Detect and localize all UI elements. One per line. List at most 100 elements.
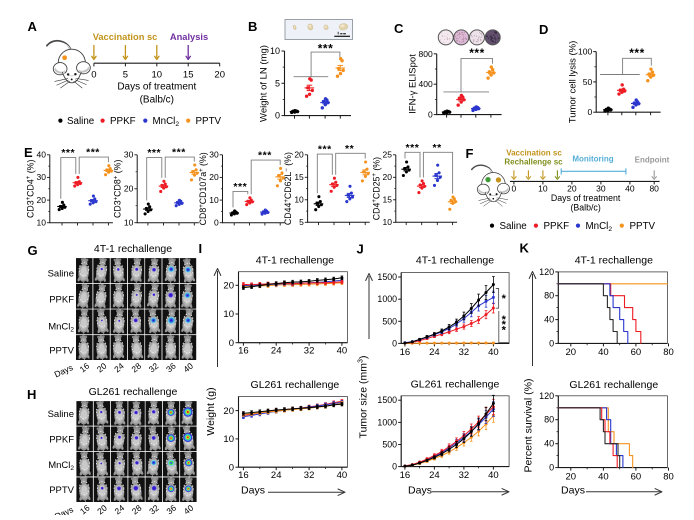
- svg-text:40: 40: [37, 150, 47, 160]
- svg-text:10: 10: [124, 218, 134, 228]
- svg-text:5: 5: [275, 78, 280, 88]
- svg-text:Days: Days: [408, 485, 432, 497]
- svg-text:*: *: [502, 319, 507, 331]
- svg-text:15: 15: [383, 195, 393, 205]
- svg-text:***: ***: [406, 142, 420, 154]
- svg-text:4T-1 rechallenge: 4T-1 rechallenge: [256, 255, 334, 267]
- svg-text:I: I: [199, 241, 203, 256]
- svg-text:***: ***: [469, 46, 485, 60]
- svg-text:A: A: [28, 19, 38, 34]
- svg-text:20: 20: [294, 150, 304, 160]
- svg-text:0: 0: [428, 110, 433, 120]
- svg-text:Tumor cell lysis (%): Tumor cell lysis (%): [568, 41, 579, 124]
- svg-text:15: 15: [183, 70, 194, 81]
- svg-text:PPTV: PPTV: [196, 116, 222, 127]
- svg-text:Days of treatment: Days of treatment: [117, 82, 196, 93]
- svg-text:F: F: [466, 146, 474, 161]
- svg-text:5: 5: [123, 70, 128, 81]
- svg-text:25: 25: [383, 150, 393, 160]
- svg-text:***: ***: [86, 147, 100, 159]
- svg-text:G: G: [28, 243, 38, 258]
- svg-text:24: 24: [271, 470, 282, 481]
- svg-text:120: 120: [539, 267, 554, 277]
- svg-text:***: ***: [318, 42, 334, 56]
- svg-text:20: 20: [383, 172, 393, 182]
- svg-text:20: 20: [124, 184, 134, 194]
- svg-text:10: 10: [152, 70, 163, 81]
- svg-text:10: 10: [270, 46, 280, 56]
- svg-text:J: J: [357, 242, 364, 257]
- svg-text:32: 32: [304, 470, 315, 481]
- svg-text:120: 120: [539, 391, 554, 401]
- svg-text:***: ***: [258, 150, 272, 162]
- svg-text:Analysis: Analysis: [170, 32, 208, 42]
- svg-text:20: 20: [223, 406, 234, 417]
- svg-text:PPTV: PPTV: [49, 346, 74, 357]
- svg-text:24: 24: [271, 346, 282, 357]
- svg-text:40: 40: [544, 439, 554, 449]
- svg-text:10: 10: [37, 218, 47, 228]
- svg-text:(Balb/c): (Balb/c): [570, 203, 600, 213]
- svg-text:C: C: [394, 21, 404, 36]
- svg-text:MnCl2: MnCl2: [48, 460, 74, 472]
- svg-text:CD3+CD4+ (%): CD3+CD4+ (%): [25, 160, 35, 218]
- svg-text:24: 24: [429, 347, 440, 358]
- svg-text:40: 40: [488, 347, 499, 358]
- svg-text:0: 0: [587, 107, 592, 117]
- svg-text:100: 100: [578, 47, 592, 57]
- svg-text:***: ***: [61, 147, 75, 159]
- svg-text:4T-1 rechallenge: 4T-1 rechallenge: [94, 243, 172, 255]
- svg-text:Saline: Saline: [500, 221, 528, 232]
- svg-text:PPKF: PPKF: [49, 435, 74, 446]
- svg-text:1000: 1000: [377, 417, 397, 427]
- svg-text:20: 20: [566, 347, 577, 358]
- svg-text:50: 50: [583, 77, 593, 87]
- svg-text:Tumor size (mm3): Tumor size (mm3): [357, 356, 370, 439]
- svg-text:32: 32: [304, 346, 315, 357]
- svg-text:(Balb/c): (Balb/c): [140, 95, 174, 106]
- svg-text:0: 0: [91, 70, 96, 81]
- svg-text:24: 24: [429, 470, 440, 481]
- svg-text:**: **: [433, 142, 443, 154]
- svg-text:Days of treatment: Days of treatment: [551, 193, 621, 203]
- svg-text:10: 10: [223, 434, 234, 445]
- svg-text:16: 16: [238, 470, 249, 481]
- svg-text:***: ***: [147, 147, 161, 159]
- svg-text:0: 0: [512, 184, 517, 194]
- svg-text:800: 800: [419, 49, 433, 59]
- svg-text:IFN-γ ELISpot: IFN-γ ELISpot: [408, 54, 419, 114]
- svg-text:60: 60: [631, 347, 642, 358]
- svg-text:Endpoint: Endpoint: [635, 156, 670, 165]
- svg-text:***: ***: [233, 181, 247, 193]
- svg-text:PPKF: PPKF: [49, 295, 74, 306]
- svg-text:*: *: [502, 293, 507, 305]
- svg-text:40: 40: [544, 315, 554, 325]
- svg-text:40: 40: [337, 470, 348, 481]
- svg-text:Rechallenge sc: Rechallenge sc: [504, 158, 563, 167]
- svg-text:*: *: [502, 325, 507, 337]
- svg-text:Weight (g): Weight (g): [205, 387, 217, 435]
- svg-text:0: 0: [392, 462, 397, 472]
- svg-text:***: ***: [172, 147, 186, 159]
- svg-text:1500: 1500: [377, 395, 397, 405]
- svg-text:Vaccination sc: Vaccination sc: [93, 32, 158, 42]
- svg-text:80: 80: [544, 291, 554, 301]
- svg-text:30: 30: [124, 150, 134, 160]
- svg-text:10: 10: [294, 195, 304, 205]
- svg-text:30: 30: [596, 184, 606, 194]
- svg-text:15: 15: [294, 172, 304, 182]
- svg-text:40: 40: [625, 184, 635, 194]
- svg-text:0: 0: [549, 338, 554, 348]
- svg-text:40: 40: [598, 472, 609, 483]
- svg-text:PPTV: PPTV: [49, 485, 74, 496]
- svg-text:MnCl2: MnCl2: [153, 116, 180, 128]
- svg-text:0: 0: [214, 218, 219, 228]
- svg-text:20: 20: [209, 172, 219, 182]
- svg-text:10: 10: [209, 195, 219, 205]
- svg-text:60: 60: [631, 472, 642, 483]
- svg-text:16: 16: [238, 346, 249, 357]
- svg-text:GL261 rechallenge: GL261 rechallenge: [89, 386, 178, 398]
- svg-text:MnCl2: MnCl2: [586, 221, 613, 233]
- svg-text:0: 0: [229, 462, 234, 473]
- svg-text:Monitoring: Monitoring: [572, 155, 613, 164]
